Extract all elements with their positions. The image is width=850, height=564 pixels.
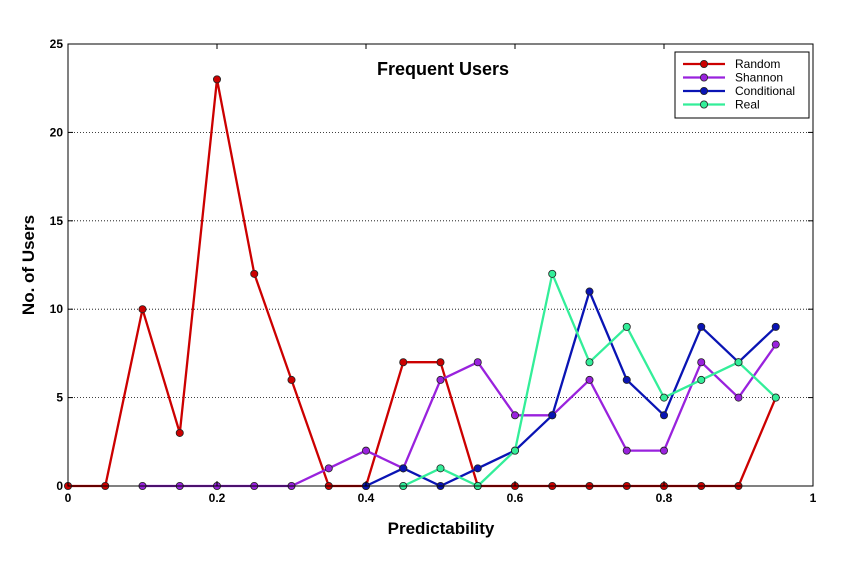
y-tick-label: 20	[50, 125, 64, 139]
data-point-shannon	[622, 446, 631, 455]
data-point-shannon	[436, 375, 445, 384]
data-point-random	[287, 375, 296, 384]
series-real	[399, 269, 780, 490]
x-tick-label: 0.4	[358, 491, 375, 505]
data-point-random	[250, 269, 259, 278]
data-point-conditional	[399, 464, 408, 473]
data-point-shannon	[660, 446, 669, 455]
data-point-conditional	[660, 411, 669, 420]
data-point-shannon	[585, 375, 594, 384]
data-point-conditional	[697, 322, 706, 331]
data-point-shannon	[697, 358, 706, 367]
data-point-real	[548, 269, 557, 278]
data-point-real	[436, 464, 445, 473]
data-point-shannon	[324, 464, 333, 473]
legend-marker-real	[700, 100, 709, 109]
axis-ticks: 0 5 10 15 20 25 0 0.2 0.4 0.6 0.8 1	[50, 37, 817, 505]
chart-title: Frequent Users	[377, 59, 509, 79]
x-tick-label: 0.8	[656, 491, 673, 505]
data-point-conditional	[771, 322, 780, 331]
y-tick-label: 0	[56, 479, 63, 493]
data-point-conditional	[473, 464, 482, 473]
data-point-conditional	[548, 411, 557, 420]
grid-lines	[68, 131, 813, 399]
legend-marker-conditional	[700, 87, 709, 96]
data-point-real	[585, 358, 594, 367]
x-tick-label: 0.2	[209, 491, 226, 505]
data-point-real	[734, 358, 743, 367]
data-point-shannon	[361, 446, 370, 455]
plot-frame	[67, 43, 814, 487]
y-tick-label: 25	[50, 37, 64, 51]
data-point-shannon	[510, 411, 519, 420]
data-point-shannon	[771, 340, 780, 349]
y-tick-label: 15	[50, 214, 64, 228]
series-line-conditional	[365, 290, 777, 488]
legend-label-random: Random	[735, 57, 780, 71]
data-point-conditional	[585, 287, 594, 296]
x-axis-label: Predictability	[388, 519, 495, 538]
legend-marker-random	[700, 60, 709, 69]
legend-label-conditional: Conditional	[735, 84, 795, 98]
x-tick-label: 0.6	[507, 491, 524, 505]
data-point-random	[138, 305, 147, 314]
legend-label-shannon: Shannon	[735, 71, 783, 85]
legend-label-real: Real	[735, 98, 760, 112]
data-point-real	[660, 393, 669, 402]
data-point-real	[510, 446, 519, 455]
y-axis-label: No. of Users	[19, 215, 38, 315]
data-point-real	[622, 322, 631, 331]
y-tick-label: 10	[50, 302, 64, 316]
data-point-shannon	[473, 358, 482, 367]
data-point-random	[399, 358, 408, 367]
data-point-real	[697, 375, 706, 384]
data-point-random	[436, 358, 445, 367]
x-tick-label: 0	[65, 491, 72, 505]
legend-marker-shannon	[700, 73, 709, 82]
data-point-real	[771, 393, 780, 402]
data-point-conditional	[622, 375, 631, 384]
data-point-shannon	[734, 393, 743, 402]
x-tick-label: 1	[810, 491, 817, 505]
data-point-random	[175, 428, 184, 437]
data-point-random	[212, 75, 221, 84]
y-tick-label: 5	[56, 391, 63, 405]
